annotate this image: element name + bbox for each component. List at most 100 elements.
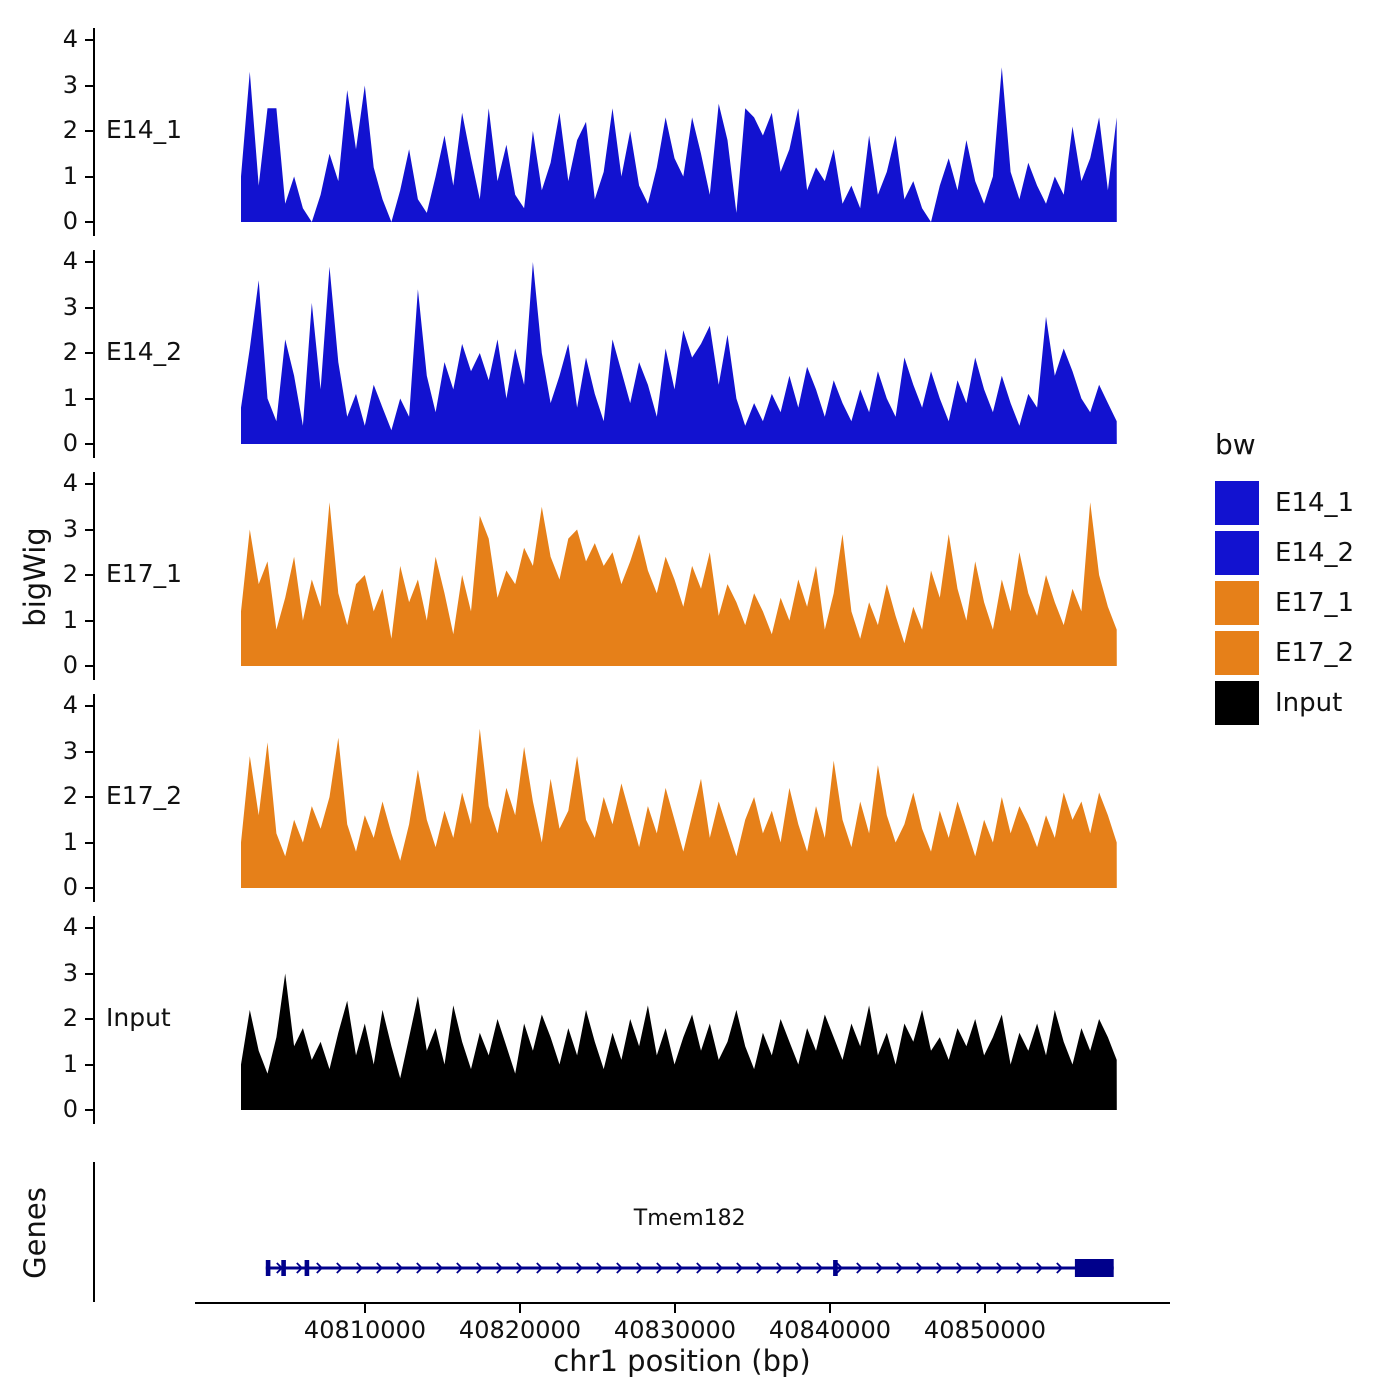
track-area-E14_1 bbox=[241, 67, 1117, 222]
x-tick-label: 40810000 bbox=[303, 1316, 427, 1344]
y-tick bbox=[85, 796, 93, 798]
y-tick bbox=[85, 39, 93, 41]
strand-arrow-icon bbox=[836, 1262, 844, 1274]
legend-swatch-icon bbox=[1215, 631, 1259, 675]
strand-arrow-icon bbox=[296, 1262, 304, 1274]
legend: bw E14_1 E14_2 E17_1 E17_2 Input bbox=[1215, 428, 1400, 731]
strand-arrow-icon bbox=[896, 1262, 904, 1274]
gene-final-exon bbox=[1074, 1259, 1114, 1277]
y-tick bbox=[85, 1063, 93, 1066]
strand-arrow-icon bbox=[396, 1262, 404, 1274]
legend-title: bw bbox=[1215, 428, 1256, 461]
x-tick bbox=[984, 1304, 986, 1313]
strand-arrow-icon bbox=[796, 1262, 804, 1274]
x-tick-label: 40820000 bbox=[458, 1316, 582, 1344]
y-tick bbox=[85, 130, 93, 132]
strand-arrow-icon bbox=[496, 1262, 504, 1274]
x-tick bbox=[519, 1304, 521, 1313]
gene-model bbox=[265, 1259, 1114, 1277]
y-tick-label: 3 bbox=[62, 514, 78, 543]
y-tick-label: 0 bbox=[62, 1095, 78, 1123]
y-tick bbox=[85, 306, 93, 309]
y-tick-label: 3 bbox=[62, 70, 78, 99]
y-tick bbox=[85, 84, 93, 87]
strand-arrow-icon bbox=[636, 1262, 644, 1274]
y-tick-label: 2 bbox=[62, 1004, 78, 1032]
coverage-path bbox=[241, 728, 1117, 888]
strand-arrow-icon bbox=[556, 1262, 564, 1274]
y-tick-label: 3 bbox=[62, 958, 78, 987]
x-tick-label: 40840000 bbox=[768, 1316, 892, 1344]
gene-exon bbox=[281, 1260, 286, 1276]
legend-swatch-icon bbox=[1215, 581, 1259, 625]
strand-arrow-icon bbox=[956, 1262, 964, 1274]
strand-arrow-icon bbox=[716, 1262, 724, 1274]
strand-arrow-icon bbox=[736, 1262, 744, 1274]
y-tick bbox=[85, 397, 93, 400]
y-tick bbox=[85, 972, 93, 975]
strand-arrow-icon bbox=[756, 1262, 764, 1274]
y-tick-label: 1 bbox=[62, 161, 78, 190]
strand-arrow-icon bbox=[1016, 1262, 1024, 1274]
strand-arrow-icon bbox=[1036, 1262, 1044, 1274]
strand-arrow-icon bbox=[676, 1262, 684, 1274]
y-axis-line bbox=[93, 472, 95, 680]
y-tick bbox=[85, 841, 93, 844]
coverage-path bbox=[241, 67, 1117, 222]
legend-item: E14_1 bbox=[1215, 481, 1400, 525]
y-tick-label: 0 bbox=[62, 207, 78, 235]
strand-arrow-icon bbox=[576, 1262, 584, 1274]
y-tick-label: 1 bbox=[62, 383, 78, 412]
x-tick-label: 40850000 bbox=[923, 1316, 1047, 1344]
gene-exon bbox=[265, 1260, 271, 1276]
strand-arrow-icon bbox=[916, 1262, 924, 1274]
y-tick bbox=[85, 352, 93, 354]
y-tick-label: 4 bbox=[62, 247, 78, 275]
legend-label: E17_1 bbox=[1275, 588, 1355, 618]
coverage-path bbox=[241, 262, 1117, 444]
legend-item: E17_1 bbox=[1215, 581, 1400, 625]
y-tick-label: 4 bbox=[62, 691, 78, 719]
track-label: Input bbox=[106, 1003, 171, 1032]
strand-arrow-icon bbox=[516, 1262, 524, 1274]
coverage-path bbox=[241, 973, 1117, 1110]
y-tick bbox=[85, 175, 93, 178]
track-area-E17_1 bbox=[241, 502, 1117, 666]
strand-arrow-icon bbox=[776, 1262, 784, 1274]
x-axis-line bbox=[195, 1302, 1170, 1304]
y-tick-label: 1 bbox=[62, 827, 78, 856]
strand-arrow-icon bbox=[596, 1262, 604, 1274]
track-area-E14_2 bbox=[241, 262, 1117, 444]
genes-axis-title: Genes bbox=[18, 1187, 52, 1279]
strand-arrow-icon bbox=[356, 1262, 364, 1274]
gene-exon bbox=[833, 1260, 838, 1276]
legend-label: E14_2 bbox=[1275, 538, 1355, 568]
coverage-path bbox=[241, 502, 1117, 666]
strand-arrow-icon bbox=[476, 1262, 484, 1274]
y-tick-label: 4 bbox=[62, 469, 78, 497]
y-tick bbox=[85, 221, 93, 223]
gene-name-label: Tmem182 bbox=[633, 1206, 746, 1231]
y-tick-label: 0 bbox=[62, 429, 78, 457]
track-area-E17_2 bbox=[241, 728, 1117, 888]
x-tick bbox=[364, 1304, 366, 1313]
strand-arrow-icon bbox=[416, 1262, 424, 1274]
strand-arrow-icon bbox=[336, 1262, 344, 1274]
strand-arrow-icon bbox=[856, 1262, 864, 1274]
strand-arrow-icon bbox=[1056, 1262, 1064, 1274]
y-tick bbox=[85, 443, 93, 445]
strand-arrow-icon bbox=[436, 1262, 444, 1274]
x-axis-title: chr1 position (bp) bbox=[553, 1344, 811, 1378]
strand-arrow-icon bbox=[456, 1262, 464, 1274]
strand-arrow-icon bbox=[616, 1262, 624, 1274]
legend-item: E14_2 bbox=[1215, 531, 1400, 575]
y-tick-label: 2 bbox=[62, 560, 78, 588]
y-tick bbox=[85, 927, 93, 929]
y-axis-line bbox=[93, 916, 95, 1124]
y-tick-label: 2 bbox=[62, 338, 78, 366]
y-tick bbox=[85, 1018, 93, 1020]
y-tick-label: 0 bbox=[62, 651, 78, 679]
y-tick bbox=[85, 665, 93, 667]
y-axis-line bbox=[93, 694, 95, 902]
